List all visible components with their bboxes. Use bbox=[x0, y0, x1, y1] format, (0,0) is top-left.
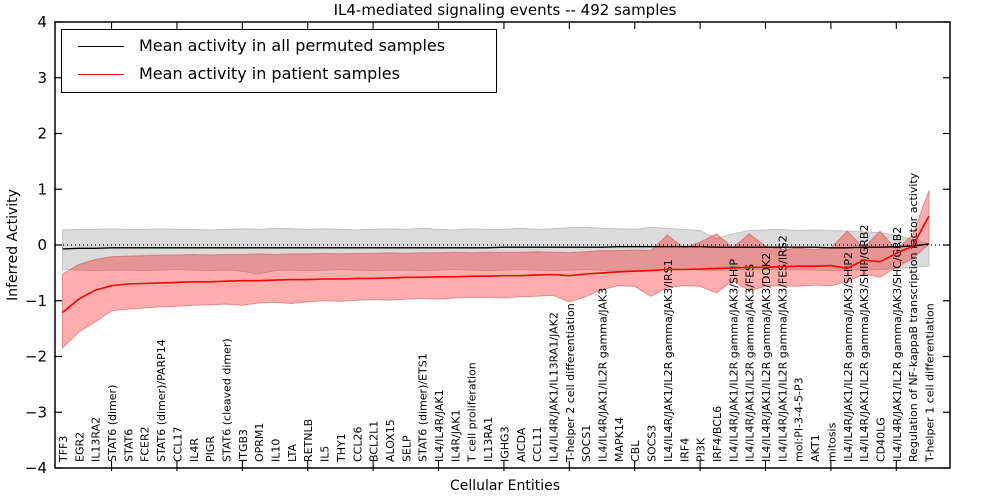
x-category-label: CCL17 bbox=[171, 427, 184, 463]
x-category-label: mitosis bbox=[825, 422, 838, 462]
patient-confidence-band bbox=[62, 190, 930, 350]
patient-mean-line bbox=[61, 215, 930, 314]
y-tick-label: 3 bbox=[37, 69, 47, 87]
x-category-label: IL4/IL4R/JAK1/IL2R gamma/JAK3/SHIP bbox=[727, 259, 740, 462]
x-category-label: CBL bbox=[629, 440, 642, 462]
x-category-label: EGR2 bbox=[73, 432, 86, 462]
x-category-label: OPRM1 bbox=[253, 423, 266, 462]
x-category-label: ALOX15 bbox=[384, 419, 397, 462]
legend-label-patient: Mean activity in patient samples bbox=[139, 64, 400, 83]
legend-item-patient: Mean activity in patient samples bbox=[70, 65, 490, 83]
x-axis-title: Cellular Entities bbox=[449, 478, 561, 494]
x-category-label: IL4/IL4R/JAK1/IL2R gamma/JAK3/SHIP2 bbox=[842, 252, 855, 462]
x-category-label: IGHG3 bbox=[498, 426, 511, 462]
x-category-label: RETNLB bbox=[302, 419, 315, 462]
x-category-label: IL4/IL4R/JAK1/IL13RA1/JAK2 bbox=[548, 312, 561, 462]
y-tick-label: 4 bbox=[37, 13, 47, 31]
x-category-label: Regulation of NF-kappaB transcription fa… bbox=[907, 172, 920, 462]
x-category-label: IL4/IL4R/JAK1/IL2R gamma/JAK3/SHIP/GRB2 bbox=[858, 225, 871, 462]
y-tick-label: 1 bbox=[37, 180, 47, 198]
x-category-label: IRF4/BCL6 bbox=[711, 406, 724, 462]
x-category-label: IL4R bbox=[188, 438, 201, 462]
x-category-label: IRF4 bbox=[678, 438, 691, 462]
y-tick-label: −3 bbox=[25, 403, 47, 421]
legend: Mean activity in all permuted samples Me… bbox=[61, 29, 497, 93]
x-category-label: STAT6 (dimer)/ETS1 bbox=[417, 353, 430, 462]
x-category-label: STAT6 bbox=[122, 429, 135, 462]
legend-line-permuted-icon bbox=[78, 45, 124, 47]
x-category-label: STAT6 (dimer)/PARP14 bbox=[155, 339, 168, 462]
permuted-confidence-band bbox=[62, 226, 930, 275]
y-axis-title: Inferred Activity bbox=[5, 189, 21, 301]
legend-item-permuted: Mean activity in all permuted samples bbox=[70, 37, 490, 55]
x-category-label: IL4/IL4R/JAK1/IL2R gamma/JAK3/DOK2 bbox=[760, 253, 773, 462]
x-category-label: CD40LG bbox=[875, 417, 888, 462]
x-category-label: IL4/IL4R/JAK1/IL2R gamma/JAK3/IRS1 bbox=[662, 259, 675, 462]
x-category-label: T-helper 2 cell differentiation bbox=[564, 303, 577, 463]
x-category-label: PI3K bbox=[695, 437, 708, 462]
y-tick-label: −1 bbox=[25, 292, 47, 310]
x-category-label: SELP bbox=[400, 435, 413, 462]
x-category-label: ITGB3 bbox=[237, 429, 250, 462]
chart-title: IL4-mediated signaling events -- 492 sam… bbox=[333, 1, 677, 19]
x-category-label: MAPK14 bbox=[613, 417, 626, 462]
x-category-label: T cell proliferation bbox=[466, 362, 479, 463]
x-category-label: CCL26 bbox=[351, 427, 364, 463]
x-category-label: PIGR bbox=[204, 436, 217, 462]
x-category-label: STAT6 (dimer) bbox=[106, 385, 119, 462]
x-category-label: SOCS1 bbox=[580, 425, 593, 462]
x-category-label: IL13RA2 bbox=[90, 417, 103, 462]
y-tick-label: 2 bbox=[37, 125, 47, 143]
x-category-label: TFF3 bbox=[57, 436, 70, 463]
x-category-label: STAT6 (cleaved dimer) bbox=[221, 338, 234, 462]
legend-line-patient-icon bbox=[78, 73, 124, 75]
x-category-label: IL5 bbox=[319, 446, 332, 462]
x-category-label: mol:PI-3-4-5-P3 bbox=[793, 377, 806, 462]
x-category-label: IL4/IL4R/JAK1/IL2R gamma/JAK3/SHC/GRB2 bbox=[891, 227, 904, 462]
x-category-label: IL10 bbox=[270, 439, 283, 462]
x-category-label: FCER2 bbox=[139, 426, 152, 462]
x-category-label: SOCS3 bbox=[646, 425, 659, 462]
permuted-mean-line bbox=[62, 243, 930, 250]
x-category-label: IL4/IL4R/JAK1/IL2R gamma/JAK3/FES/IRS2 bbox=[776, 235, 789, 462]
x-category-label: BCL2L1 bbox=[368, 421, 381, 462]
x-category-label: AKT1 bbox=[809, 434, 822, 462]
x-category-label: THY1 bbox=[335, 433, 348, 463]
x-category-label: LTA bbox=[286, 444, 299, 462]
x-category-label: IL4/IL4R/JAK1 bbox=[433, 389, 446, 462]
y-tick-label: −4 bbox=[25, 459, 47, 477]
x-category-label: CCL11 bbox=[531, 427, 544, 463]
x-category-label: IL4/IL4R/JAK1/IL2R gamma/JAK3 bbox=[597, 288, 610, 462]
x-category-label: IL13RA1 bbox=[482, 417, 495, 462]
y-tick-label: 0 bbox=[37, 236, 47, 254]
y-tick-label: −2 bbox=[25, 348, 47, 366]
x-category-label: AICDA bbox=[515, 427, 528, 462]
x-category-label: T-helper 1 cell differentiation bbox=[924, 303, 937, 463]
x-category-label: IL4R/JAK1 bbox=[449, 409, 462, 462]
legend-label-permuted: Mean activity in all permuted samples bbox=[139, 36, 446, 55]
x-category-label: IL4/IL4R/JAK1/IL2R gamma/JAK3/FES bbox=[744, 264, 757, 462]
